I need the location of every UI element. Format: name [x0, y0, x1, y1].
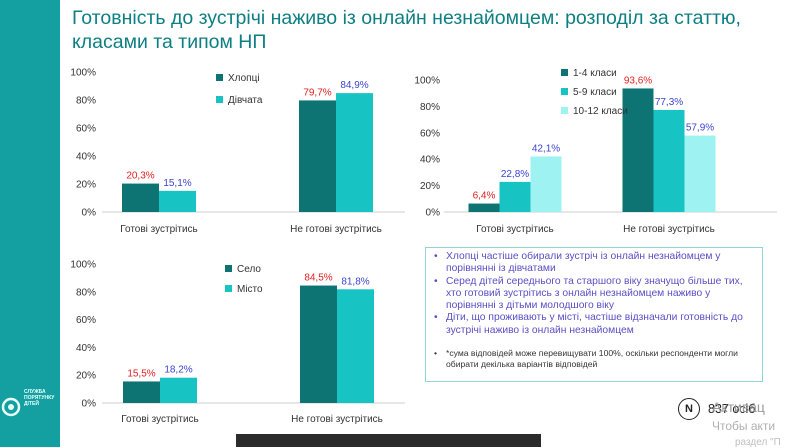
category-label: Не готові зустрітись	[623, 224, 715, 235]
bar	[499, 181, 531, 212]
activation-watermark-line-2: Чтобы акти	[712, 419, 776, 433]
finding-item: • Серед дітей середнього та старшого віку…	[432, 276, 756, 313]
bar-value-label: 15,5%	[127, 368, 155, 379]
y-tick-label: 100%	[70, 68, 96, 79]
bar	[336, 93, 373, 212]
bar-value-label: 57,9%	[686, 123, 714, 134]
category-label: Не готові зустрітись	[290, 224, 382, 235]
left-sidebar-band	[0, 0, 60, 447]
chart-gender: 0% 20% 40% 60% 80% 100% 20,3% 15,1% Готові зустр…	[70, 68, 405, 235]
bullet-icon: •	[434, 312, 438, 324]
bar-value-label: 15,1%	[163, 178, 191, 189]
y-tick-label: 80%	[76, 287, 96, 298]
legend-swatch	[561, 88, 568, 95]
organization-logo-icon	[1, 397, 21, 417]
bar-value-label: 18,2%	[164, 365, 192, 376]
category-label: Готові зустрітись	[120, 224, 198, 235]
y-tick-label: 100%	[414, 76, 440, 87]
bullet-icon: •	[434, 251, 438, 262]
chart-settlement: 0% 20% 40% 60% 80% 100% 15,5% 18,2% Готові зустр…	[70, 260, 405, 425]
legend-swatch	[225, 285, 232, 292]
logo-text: СЛУЖБА ПОРЯТУНКУ ДІТЕЙ	[24, 389, 54, 407]
legend-swatch	[561, 107, 568, 114]
finding-text: Хлопці частіше обирали зустріч із онлайн…	[446, 251, 721, 275]
bar-value-label: 84,9%	[340, 80, 368, 91]
legend-label: Місто	[237, 284, 263, 295]
chart-grades: 0% 20% 40% 60% 80% 100% 6,4% 22,8% 42,1% Готові з…	[414, 68, 777, 235]
bar-value-label: 20,3%	[126, 171, 154, 182]
finding-text: Серед дітей середнього та старшого віку …	[446, 275, 743, 312]
bar-value-label: 81,8%	[341, 276, 369, 287]
bar-value-label: 93,6%	[624, 75, 652, 86]
y-tick-label: 60%	[76, 315, 96, 326]
legend-swatch	[561, 69, 568, 76]
bar	[160, 377, 197, 403]
bar-value-label: 22,8%	[501, 169, 529, 180]
finding-item: • Діти, що проживають у місті, частіше ві…	[432, 312, 756, 337]
finding-item: • Хлопці частіше обирали зустріч із онлай…	[432, 251, 756, 276]
bar	[684, 135, 716, 212]
category-label: Не готові зустрітись	[291, 414, 383, 425]
bar	[653, 109, 685, 212]
legend-label: 5-9 класи	[573, 87, 617, 98]
slide-title-line-1: Готовність до зустрічі наживо із онлайн …	[72, 7, 741, 29]
legend-label: Хлопці	[228, 73, 260, 84]
slide-title: Готовність до зустрічі наживо із онлайн …	[72, 6, 772, 54]
legend-swatch	[216, 74, 223, 81]
bar	[159, 190, 196, 212]
bar-value-label: 6,4%	[473, 191, 496, 202]
category-label: Готові зустрітись	[476, 224, 554, 235]
slide-title-line-2: класами та типом НП	[72, 31, 267, 53]
y-tick-label: 80%	[420, 102, 440, 113]
legend-label: Дівчата	[228, 95, 263, 106]
y-tick-label: 40%	[420, 155, 440, 166]
bar-value-label: 84,5%	[304, 273, 332, 284]
bar	[622, 88, 654, 212]
y-tick-label: 20%	[420, 181, 440, 192]
logo-text-line: ПОРЯТУНКУ	[24, 395, 55, 401]
activation-watermark-line-3: раздел "П	[735, 437, 781, 448]
bar-value-label: 79,7%	[303, 87, 331, 98]
activation-watermark-line-1: Активац	[712, 399, 765, 415]
taskbar-strip	[236, 434, 541, 447]
y-tick-label: 0%	[426, 208, 441, 219]
legend-label: 10-12 класи	[573, 106, 628, 117]
bar	[337, 289, 374, 403]
category-label: Готові зустрітись	[121, 414, 199, 425]
finding-text: Діти, що проживають у місті, частіше від…	[446, 312, 743, 336]
bar-value-label: 77,3%	[655, 97, 683, 108]
legend-label: Село	[237, 264, 261, 275]
legend-swatch	[216, 96, 223, 103]
sample-size-text: 837 осіб	[708, 402, 756, 416]
y-tick-label: 0%	[82, 399, 97, 410]
y-tick-label: 60%	[420, 128, 440, 139]
y-tick-label: 60%	[76, 124, 96, 135]
footnote: • *сума відповідей може перевищувати 100%…	[432, 348, 756, 370]
bar	[123, 381, 160, 403]
logo-text-line: СЛУЖБА	[24, 389, 46, 395]
y-tick-label: 100%	[70, 260, 96, 271]
y-tick-label: 40%	[76, 343, 96, 354]
bullet-icon: •	[434, 275, 438, 287]
bar-value-label: 42,1%	[532, 143, 560, 154]
bar	[300, 285, 337, 403]
legend-swatch	[225, 265, 232, 272]
findings-box: • Хлопці частіше обирали зустріч із онлай…	[425, 247, 763, 382]
y-tick-label: 0%	[82, 208, 97, 219]
y-tick-label: 20%	[76, 371, 96, 382]
logo-text-line: ДІТЕЙ	[24, 401, 39, 407]
footnote-text: *сума відповідей може перевищувати 100%,…	[446, 348, 738, 370]
bar	[122, 183, 159, 212]
legend-label: 1-4 класи	[573, 68, 617, 79]
y-tick-label: 20%	[76, 180, 96, 191]
bar	[468, 203, 500, 212]
y-tick-label: 40%	[76, 152, 96, 163]
bullet-icon: •	[434, 348, 438, 359]
bar	[530, 156, 562, 212]
bar	[299, 100, 336, 212]
y-tick-label: 80%	[76, 96, 96, 107]
sample-size-badge: N	[678, 398, 700, 420]
